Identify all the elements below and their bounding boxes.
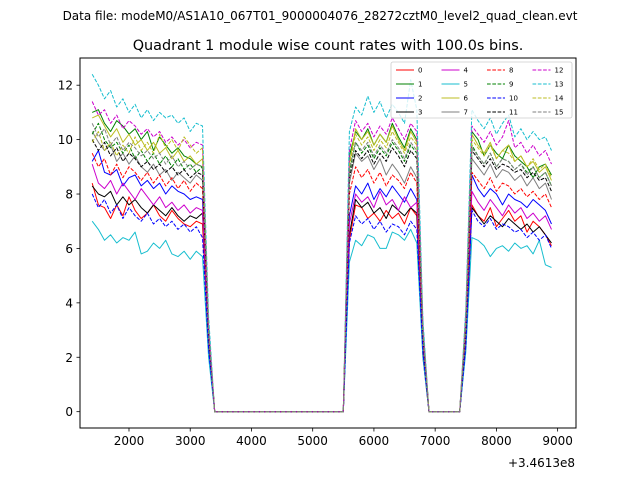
x-offset-label: +3.4613e8 <box>508 456 575 470</box>
y-tick-label: 6 <box>65 242 73 256</box>
series-line-11 <box>91 139 552 413</box>
y-tick-label: 10 <box>58 133 73 147</box>
y-axis: 0 2 4 6 8 10 12 <box>58 79 80 419</box>
legend-label-7: 7 <box>464 109 468 117</box>
legend-label-8: 8 <box>509 67 513 75</box>
plot-area <box>80 58 576 428</box>
legend-label-0: 0 <box>418 67 422 75</box>
x-tick-label: 3000 <box>175 434 206 448</box>
legend-label-5: 5 <box>464 81 468 89</box>
legend-label-15: 15 <box>555 109 564 117</box>
x-tick-label: 4000 <box>236 434 267 448</box>
legend-label-14: 14 <box>555 95 564 103</box>
chart-title: Quadrant 1 module wise count rates with … <box>133 38 524 54</box>
legend-label-1: 1 <box>418 81 422 89</box>
x-tick-label: 5000 <box>297 434 328 448</box>
legend-box <box>390 61 573 119</box>
legend-label-9: 9 <box>509 81 513 89</box>
legend-label-13: 13 <box>555 81 564 89</box>
legend-label-3: 3 <box>418 109 422 117</box>
legend-label-10: 10 <box>509 95 518 103</box>
x-tick-label: 7000 <box>420 434 451 448</box>
axes-frame <box>79 57 577 429</box>
x-tick-label: 6000 <box>359 434 390 448</box>
y-tick-label: 12 <box>58 79 73 93</box>
series-line-15 <box>91 123 552 413</box>
y-tick-label: 2 <box>65 351 73 365</box>
legend-label-2: 2 <box>418 95 422 103</box>
y-tick-label: 8 <box>65 188 73 202</box>
series-layer <box>91 74 552 413</box>
x-tick-label: 2000 <box>114 434 145 448</box>
legend-label-11: 11 <box>509 109 518 117</box>
legend-label-4: 4 <box>464 67 469 75</box>
x-tick-label: 9000 <box>542 434 573 448</box>
data-file-suptitle: Data file: modeM0/AS1A10_067T01_90000040… <box>63 9 578 23</box>
legend-label-12: 12 <box>555 67 564 75</box>
x-tick-label: 8000 <box>481 434 512 448</box>
x-axis: 2000 3000 4000 5000 6000 7000 8000 9000 <box>114 428 573 448</box>
series-line-10 <box>91 193 552 413</box>
legend-label-6: 6 <box>464 95 469 103</box>
y-tick-label: 4 <box>65 296 73 310</box>
y-tick-label: 0 <box>65 405 73 419</box>
